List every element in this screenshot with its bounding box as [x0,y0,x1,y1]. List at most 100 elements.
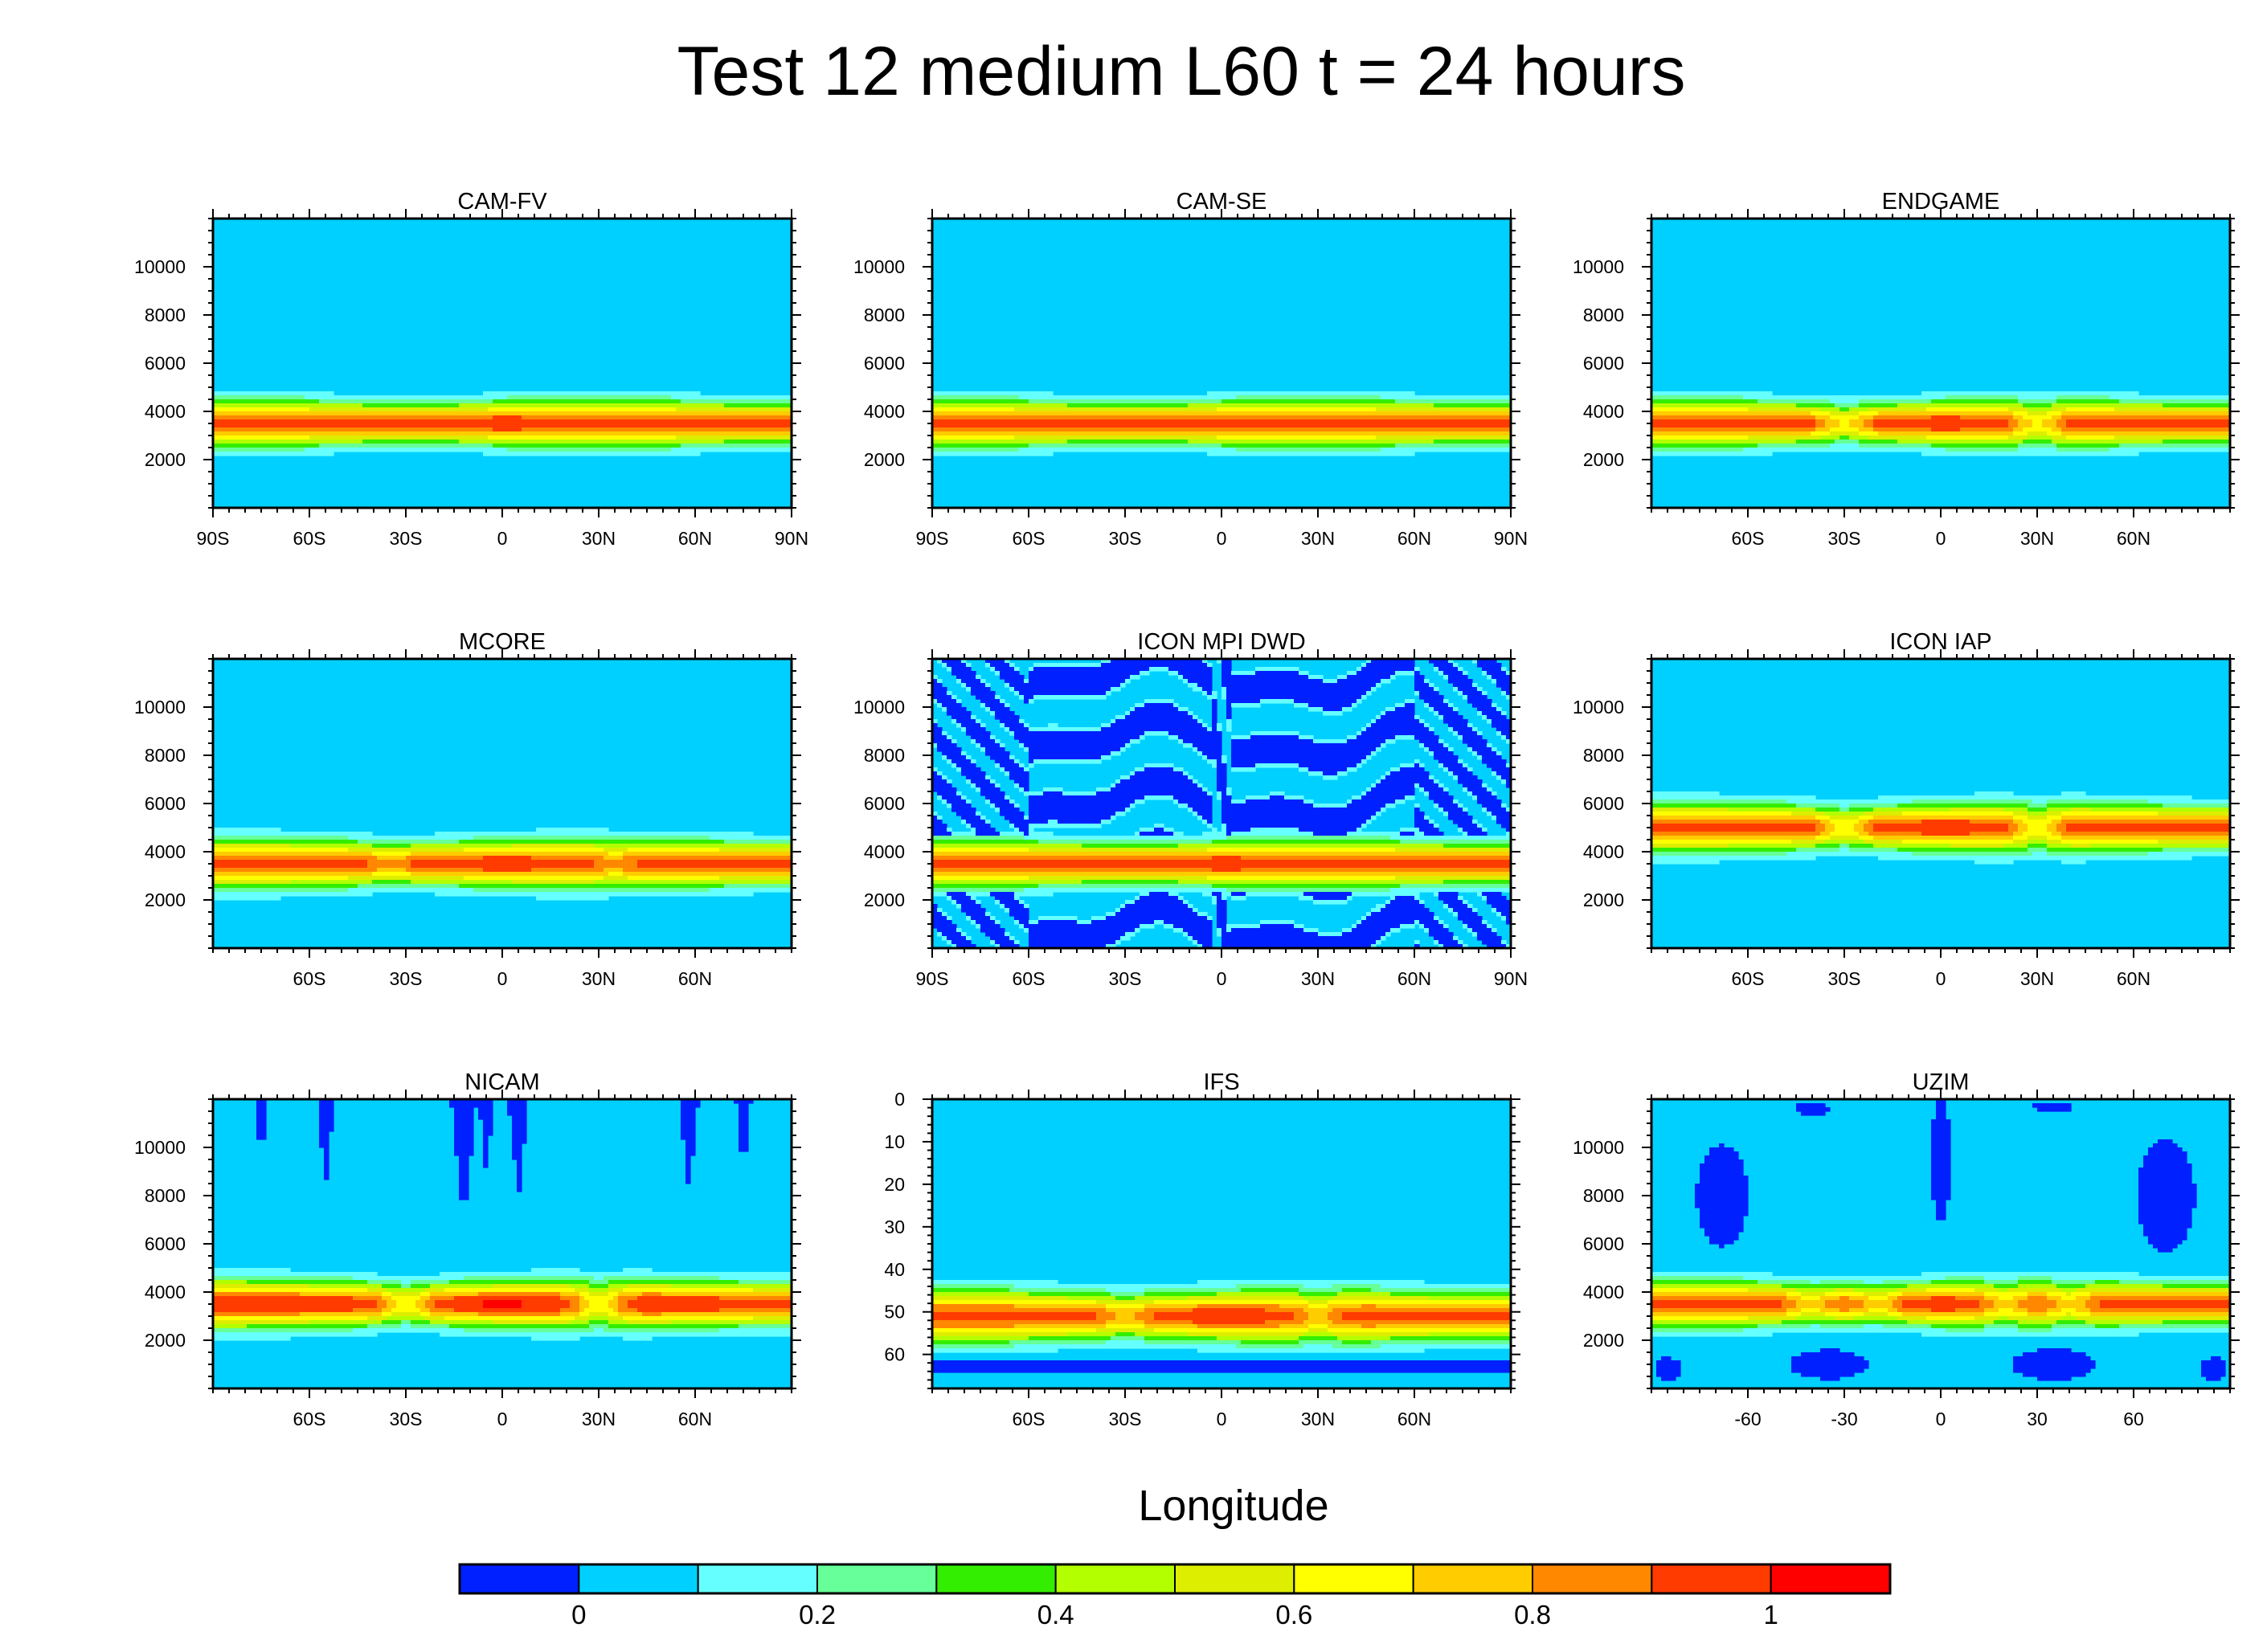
contour-cell [990,892,1015,897]
contour-cell [1438,808,1444,812]
contour-cell [1029,848,1208,853]
contour-cell [1656,1364,1681,1369]
contour-cell [932,423,1512,428]
contour-cell [1651,427,1816,432]
contour-cell [971,759,976,764]
contour-cell [951,832,976,836]
contour-cell [305,448,508,452]
contour-cell [2114,407,2231,412]
contour-cell [401,1280,411,1285]
contour-cell [681,1131,696,1136]
contour-cell [1700,1167,1744,1172]
contour-cell [1217,727,1222,732]
contour-cell [685,1147,696,1152]
contour-cell [951,900,957,905]
contour-cell [681,444,792,448]
contour-cell [1651,860,1720,865]
contour-cell [1217,912,1227,917]
contour-cell [1902,1312,1985,1317]
contour-cell [932,884,1039,889]
y-tick-label: 10000 [134,1137,186,1158]
contour-cell [1144,1288,1242,1293]
y-tick-label: 4000 [1583,841,1624,862]
contour-cell [1897,1308,1932,1313]
contour-cell [1487,808,1507,812]
contour-cell [560,1308,580,1313]
contour-cell [1357,924,1401,929]
contour-cell [1902,812,2014,816]
contour-cell [2047,808,2072,812]
contour-cell [1830,444,1860,448]
contour-cell [1467,747,1473,752]
contour-cell [594,880,792,885]
contour-cell [1221,812,1377,816]
contour-cell [1443,699,1449,704]
contour-cell [1472,727,1478,732]
contour-cell [1424,787,1444,792]
contour-cell [2008,435,2028,440]
plot-background [213,659,792,948]
contour-cell [382,1284,402,1289]
contour-cell [1782,1304,1797,1309]
contour-cell [459,884,725,889]
contour-cell [1868,1296,1888,1301]
contour-cell [1115,1312,1136,1317]
contour-cell [1492,771,1497,776]
contour-cell [2158,840,2231,844]
contour-cell [1878,856,2192,861]
contour-cell [681,1099,701,1104]
contour-cell [618,1304,628,1309]
contour-cell [932,1280,1058,1285]
contour-cell [1009,663,1015,668]
contour-cell [932,924,957,929]
contour-cell [1231,755,1367,760]
contour-cell [570,1284,590,1289]
contour-cell [1830,415,1860,420]
contour-cell [1477,711,1483,716]
contour-cell [932,683,943,688]
contour-cell [213,452,334,456]
contour-cell [2013,816,2028,820]
contour-cell [1984,1276,2019,1281]
contour-cell [1651,407,1749,412]
contour-cell [1955,1308,1985,1313]
contour-cell [382,1320,402,1325]
contour-cell [1313,896,1348,901]
contour-cell [1950,808,2004,812]
contour-cell [1859,415,1874,420]
contour-cell [1140,828,1155,832]
contour-cell [1009,755,1015,760]
contour-cell [1029,675,1131,680]
contour-cell [522,415,792,420]
x-tick-label: 90N [1494,528,1528,549]
contour-cell [1477,892,1483,897]
contour-cell [947,799,967,804]
contour-cell [1173,832,1184,836]
x-axis-label: Longitude [1138,1482,1328,1530]
contour-cell [1820,1376,1840,1381]
contour-cell [449,1099,493,1104]
contour-cell [387,1300,397,1305]
contour-cell [947,916,952,921]
contour-cell [1729,808,1816,812]
contour-cell [1931,1127,1951,1132]
contour-cell [1246,892,1304,897]
contour-cell [1651,1296,1787,1301]
contour-cell [1168,731,1222,736]
colorbar-swatch [1174,1564,1295,1594]
contour-cell [1801,1296,1821,1301]
contour-cell [1029,932,1126,937]
contour-cell [1830,399,1860,404]
contour-cell [464,876,604,881]
contour-cell [1820,1324,1864,1329]
contour-cell [966,683,986,688]
contour-cell [1651,795,1816,800]
contour-cell [1395,671,1415,676]
contour-cell [1144,699,1174,704]
contour-cell [932,892,947,897]
contour-cell [213,435,310,440]
contour-cell [1111,1336,1145,1341]
contour-cell [1005,795,1010,800]
